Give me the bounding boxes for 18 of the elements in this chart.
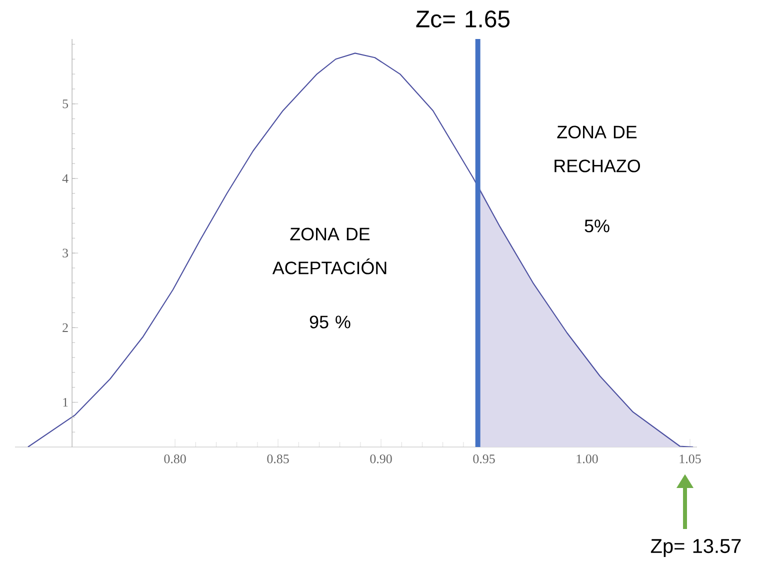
annotation: 5% (584, 220, 610, 232)
x-tick-label: 0.95 (473, 454, 495, 464)
annotation: ZONA DE ACEPTACIÓN (272, 228, 386, 274)
line-series (27, 52, 694, 447)
y-tick-label: 5 (62, 100, 68, 108)
x-tick-label: 1.05 (680, 454, 701, 464)
y-tick-label: 4 (62, 174, 68, 183)
y-tick-label: 3 (62, 248, 68, 258)
x-tick-label: 0.90 (370, 454, 392, 464)
x-tick-label: 1.00 (576, 454, 598, 464)
text: Zc= 1.65 (416, 10, 510, 28)
x-tick-label: 0.80 (164, 454, 186, 464)
y-tick-label: 2 (62, 323, 68, 332)
y-tick-label: 1 (63, 398, 68, 407)
x-tick-label: 0.85 (267, 454, 289, 464)
text: Zp= 13.57 (650, 538, 741, 558)
annotation: 95 % (310, 316, 350, 328)
annotation: ZONA DE RECHAZO (554, 126, 640, 172)
